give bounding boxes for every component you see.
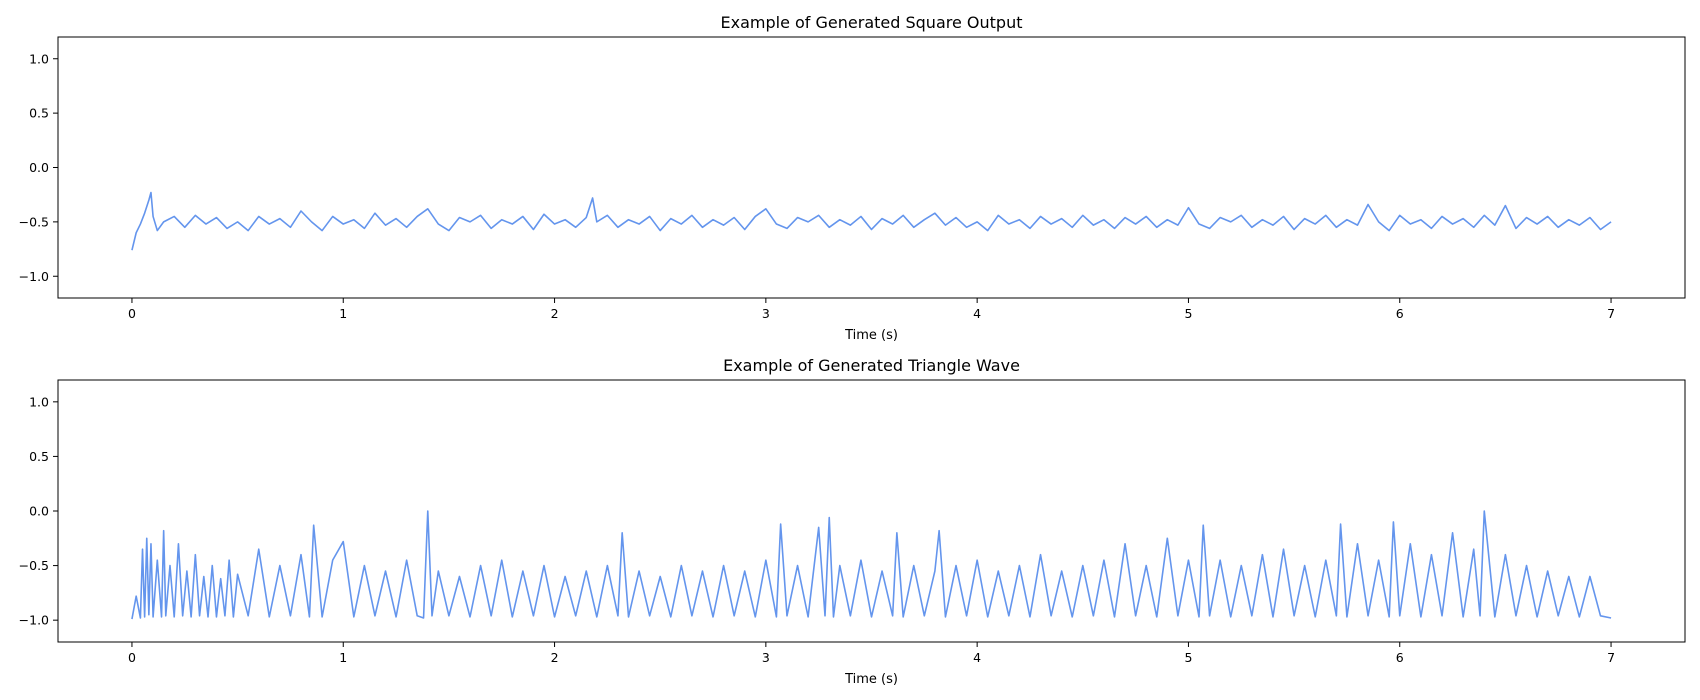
y-tick-label: −1.0 <box>19 613 49 628</box>
x-tick-label: 4 <box>973 650 981 665</box>
square-output-chart: Example of Generated Square Output 1.0 0.… <box>19 13 1686 343</box>
series-line <box>131 191 1612 251</box>
triangle-wave-chart: Example of Generated Triangle Wave 1.0 0.… <box>19 356 1686 687</box>
x-tick-label: 5 <box>1184 306 1192 321</box>
x-tick-label: 1 <box>339 306 347 321</box>
x-tick-label: 0 <box>128 650 136 665</box>
y-axis: 1.0 0.5 0.0 −0.5 −1.0 <box>19 51 58 284</box>
y-tick-label: 0.5 <box>29 106 49 121</box>
y-axis: 1.0 0.5 0.0 −0.5 −1.0 <box>19 394 58 628</box>
x-tick-label: 0 <box>128 306 136 321</box>
x-tick-label: 1 <box>339 650 347 665</box>
y-tick-label: −1.0 <box>19 269 49 284</box>
x-axis: 0 1 2 3 4 5 6 7 <box>128 298 1615 321</box>
x-tick-label: 3 <box>762 650 770 665</box>
x-tick-label: 2 <box>551 650 559 665</box>
x-tick-label: 7 <box>1607 306 1615 321</box>
x-tick-label: 7 <box>1607 650 1615 665</box>
y-tick-label: 1.0 <box>29 51 49 66</box>
y-tick-label: 0.5 <box>29 449 49 464</box>
x-tick-label: 5 <box>1184 650 1192 665</box>
plot-frame <box>57 379 1686 643</box>
x-axis: 0 1 2 3 4 5 6 7 <box>128 642 1615 665</box>
x-tick-label: 6 <box>1396 650 1404 665</box>
x-axis-label: Time (s) <box>844 672 898 687</box>
x-axis-label: Time (s) <box>844 328 898 343</box>
y-tick-label: −0.5 <box>19 214 49 229</box>
x-tick-label: 3 <box>762 306 770 321</box>
series-line <box>131 510 1612 620</box>
y-tick-label: 0.0 <box>29 504 49 519</box>
x-tick-label: 6 <box>1396 306 1404 321</box>
y-tick-label: 0.0 <box>29 160 49 175</box>
chart-title: Example of Generated Square Output <box>721 13 1023 32</box>
x-tick-label: 4 <box>973 306 981 321</box>
y-tick-label: −0.5 <box>19 558 49 573</box>
x-tick-label: 2 <box>551 306 559 321</box>
plot-frame <box>57 36 1686 299</box>
chart-title: Example of Generated Triangle Wave <box>723 356 1020 375</box>
y-tick-label: 1.0 <box>29 394 49 409</box>
